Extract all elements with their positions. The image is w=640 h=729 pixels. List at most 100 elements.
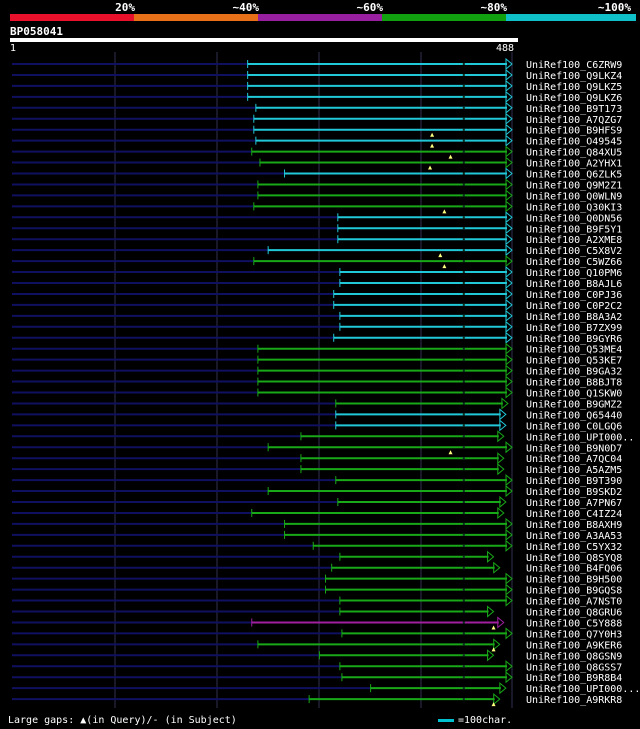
hit-end-arrow — [493, 693, 501, 706]
hit-row: UniRef100_A9RKR8 — [12, 693, 622, 707]
hit-end-arrow — [487, 550, 495, 563]
query-gap-triangle-icon — [428, 165, 433, 170]
hit-row: UniRef100_Q10PM6 — [12, 265, 622, 279]
hit-label: UniRef100_B8A3A2 — [526, 312, 622, 323]
hit-end-arrow — [505, 331, 513, 344]
hit-row: UniRef100_A7NST0 — [12, 594, 622, 608]
hit-end-arrow — [505, 484, 513, 498]
hit-label: UniRef100_Q30KI3 — [526, 202, 622, 213]
query-gap-triangle-icon — [442, 264, 447, 269]
hit-row: UniRef100_B9T173 — [12, 101, 622, 115]
hit-row: UniRef100_Q30KI3 — [12, 200, 622, 214]
hit-label: UniRef100_B7ZX99 — [526, 323, 622, 334]
hit-end-arrow — [497, 430, 505, 443]
hit-row: UniRef100_A7QC04 — [12, 452, 622, 465]
hit-end-arrow — [497, 463, 505, 476]
hit-label: UniRef100_A5AZM5 — [526, 465, 622, 476]
hit-label: UniRef100_Q0DN56 — [526, 213, 622, 224]
hit-end-arrow — [493, 561, 501, 574]
hit-row: UniRef100_C5WZ66 — [12, 255, 622, 269]
hit-end-arrow — [505, 671, 513, 684]
query-gap-triangle-icon — [442, 209, 447, 214]
hit-label: UniRef100_Q8SYQ8 — [526, 553, 622, 564]
hit-label: UniRef100_B9F5Y1 — [526, 224, 622, 235]
hit-end-arrow — [505, 167, 513, 180]
hit-row: UniRef100_Q1SKW0 — [12, 386, 622, 400]
hit-row: UniRef100_B9GQS8 — [12, 583, 622, 597]
hit-end-arrow — [505, 594, 513, 607]
hit-row: UniRef100_A2XME8 — [12, 233, 622, 246]
hit-row: UniRef100_Q84XU5 — [12, 145, 622, 159]
hit-row: UniRef100_Q8GSN9 — [12, 649, 622, 662]
hit-label: UniRef100_A7PN67 — [526, 498, 622, 509]
hit-label: UniRef100_Q9LKZ6 — [526, 93, 622, 104]
hit-row: UniRef100_Q6ZLK5 — [12, 167, 622, 181]
identity-color-legend: 20% ~40% ~60% ~80% ~100% — [0, 0, 640, 22]
large-gaps-label: Large gaps: — [8, 715, 75, 726]
hit-row: UniRef100_B9GYR6 — [12, 331, 622, 345]
hit-end-arrow — [505, 244, 513, 257]
hit-row: UniRef100_O49545 — [12, 134, 622, 148]
hit-row: UniRef100_A7QZG7 — [12, 112, 622, 126]
hit-row: UniRef100_Q9LKZ6 — [12, 90, 622, 104]
hit-end-arrow — [505, 255, 513, 268]
hit-label: UniRef100_A7NST0 — [526, 597, 622, 608]
legend-segment — [10, 14, 134, 21]
hit-label: UniRef100_C5WZ66 — [526, 257, 622, 268]
hit-row: UniRef100_C5X8V2 — [12, 244, 622, 258]
hit-row: UniRef100_B9T390 — [12, 474, 622, 487]
query-end-label: 488 — [496, 43, 515, 54]
hit-row: UniRef100_B4FQ06 — [12, 561, 622, 575]
hit-row: UniRef100_Q8GSS7 — [12, 660, 622, 673]
legend-segment — [258, 14, 382, 21]
hit-row: UniRef100_C4IZ24 — [12, 506, 622, 520]
hit-end-arrow — [493, 638, 501, 651]
gap-legend-text: (in Query)/- (in Subject) — [86, 715, 237, 726]
hit-end-arrow — [505, 386, 513, 399]
hit-row: UniRef100_B9SKD2 — [12, 484, 622, 498]
hit-end-arrow — [505, 660, 513, 673]
hit-label: UniRef100_C5X8V2 — [526, 246, 622, 257]
hit-end-arrow — [487, 649, 495, 662]
query-gap-triangle-icon — [430, 143, 435, 148]
hit-label: UniRef100_A3AA53 — [526, 531, 622, 542]
hit-end-arrow — [497, 506, 505, 520]
hit-label: UniRef100_B9N0D7 — [526, 443, 622, 454]
hit-row: UniRef100_B9R8B4 — [12, 671, 622, 684]
hit-row: UniRef100_C0P2C2 — [12, 298, 622, 312]
hit-label: UniRef100_C5YX32 — [526, 542, 622, 553]
hit-label: UniRef100_C0LGQ6 — [526, 421, 622, 432]
query-start-label: 1 — [10, 43, 17, 54]
hit-end-arrow — [505, 276, 513, 290]
hit-end-arrow — [505, 134, 513, 147]
hit-row: UniRef100_C0PJ36 — [12, 287, 622, 301]
hit-end-arrow — [505, 287, 513, 301]
legend-label: 20% — [115, 1, 135, 14]
hit-row: UniRef100_Q0WLN9 — [12, 189, 622, 202]
hit-row: UniRef100_Q53KE7 — [12, 353, 622, 367]
hit-row: UniRef100_A2YHX1 — [12, 156, 622, 170]
hit-label: UniRef100_Q65440 — [526, 410, 622, 421]
hit-label: UniRef100_Q9LKZ4 — [526, 71, 622, 82]
hit-end-arrow — [505, 211, 513, 224]
hit-end-arrow — [505, 156, 513, 169]
hit-label: UniRef100_Q7Y0H3 — [526, 629, 622, 640]
hit-end-arrow — [505, 68, 513, 82]
hit-label: UniRef100_Q8GSN9 — [526, 651, 622, 662]
hit-label: UniRef100_A9KER6 — [526, 640, 622, 651]
query-name: BP058041 — [10, 25, 63, 38]
hit-row: UniRef100_B9GA32 — [12, 364, 622, 378]
hit-end-arrow — [505, 298, 513, 311]
hit-label: UniRef100_B8AJL6 — [526, 279, 622, 290]
hit-end-arrow — [505, 57, 513, 71]
hit-row: UniRef100_Q65440 — [12, 408, 622, 421]
hit-label: UniRef100_B9GA32 — [526, 367, 622, 378]
hit-end-arrow — [505, 265, 513, 279]
query-gap-triangle-icon — [491, 702, 496, 707]
query-gap-triangle-icon — [491, 647, 496, 652]
legend-segment — [134, 14, 258, 21]
hit-label: UniRef100_B9R8B4 — [526, 673, 622, 684]
hit-label: UniRef100_Q84XU5 — [526, 148, 622, 159]
hit-end-arrow — [505, 101, 513, 114]
hit-label: UniRef100_Q9LKZ5 — [526, 82, 622, 93]
